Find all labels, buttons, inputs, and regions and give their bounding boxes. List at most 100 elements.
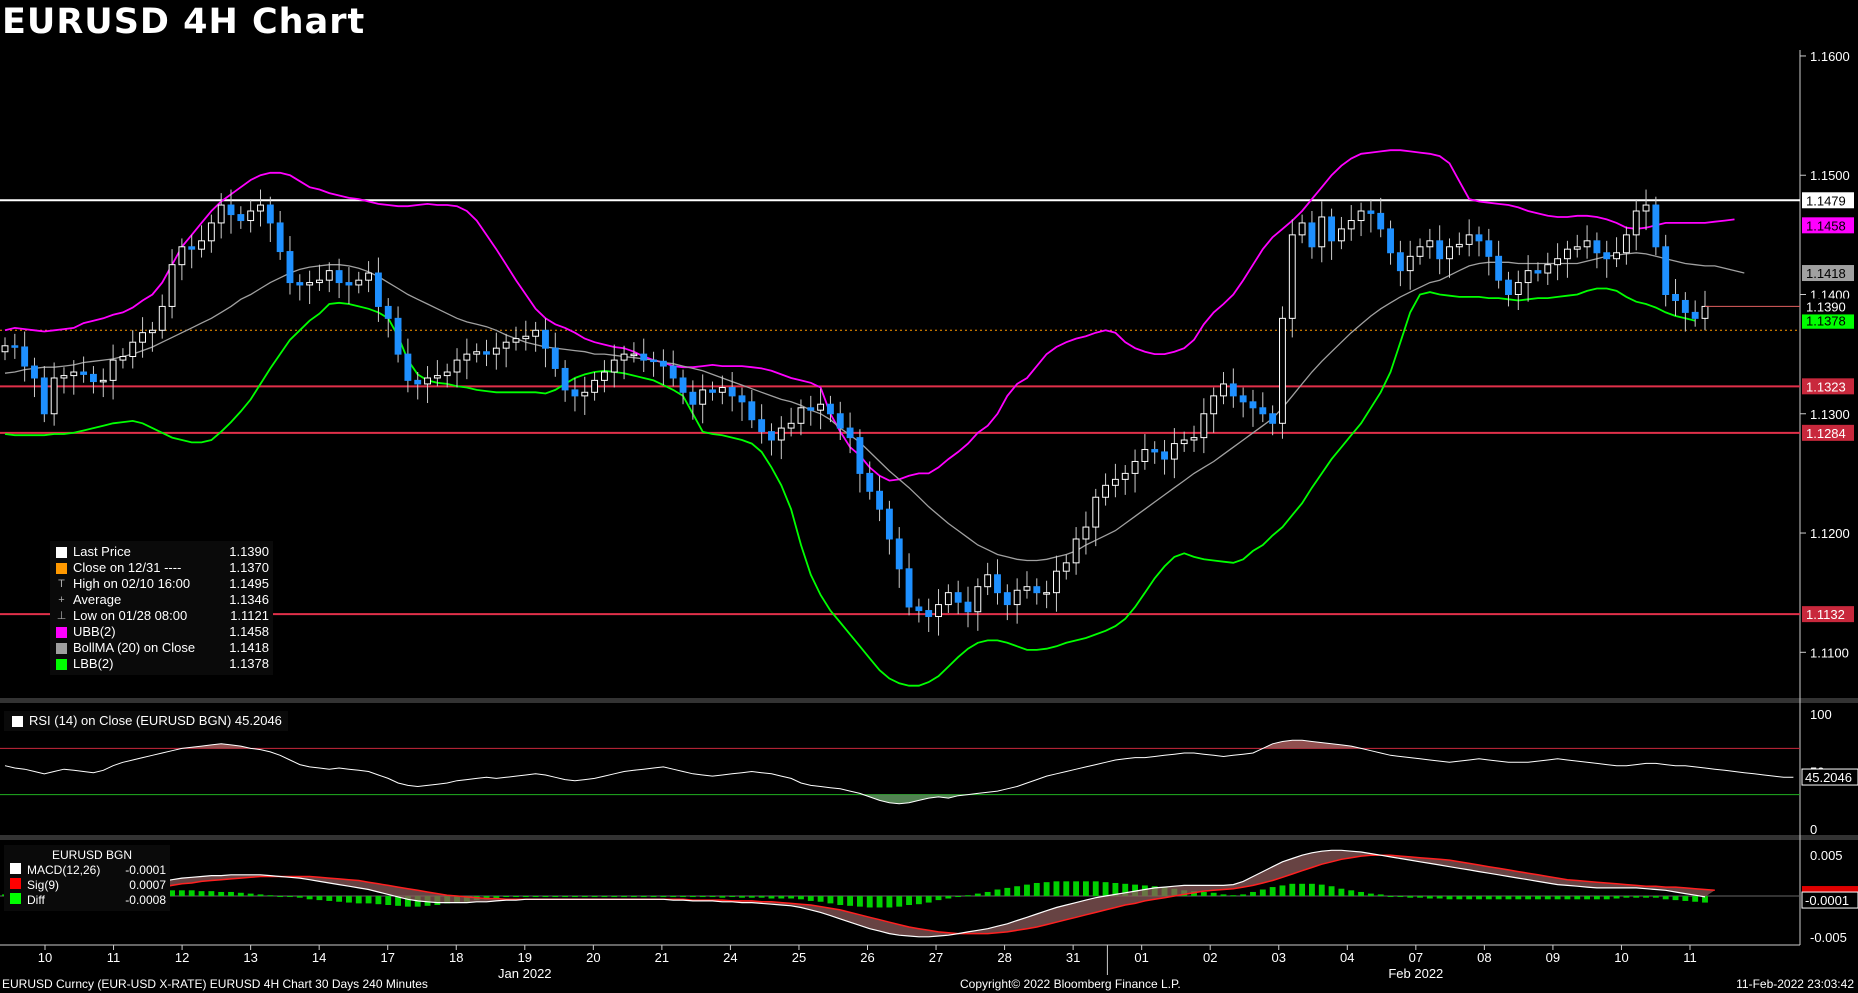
price-panel[interactable] bbox=[0, 149, 1800, 687]
x-tick-label-14: 28 bbox=[997, 950, 1011, 965]
legend-label: Close on 12/31 ---- bbox=[73, 560, 182, 575]
candle-body-152 bbox=[1495, 255, 1503, 281]
legend-row-left: BollMA (20) on Close bbox=[54, 640, 195, 656]
diff-bar-18 bbox=[178, 890, 185, 897]
legend-label: Low on 01/28 08:00 bbox=[73, 608, 188, 623]
candle-body-8 bbox=[80, 371, 88, 375]
price-legend: Last Price 1.1390 Close on 12/31 ---- 1.137… bbox=[50, 541, 273, 675]
macd-legend-label: MACD(12,26) bbox=[27, 863, 101, 877]
band-label-2: 1.1378 bbox=[1806, 314, 1846, 329]
diff-bar-71 bbox=[699, 896, 706, 898]
diff-bar-65 bbox=[640, 896, 647, 898]
rsi-line bbox=[4, 739, 1794, 805]
candle-body-145 bbox=[1426, 240, 1434, 248]
macd-panel[interactable]: 0.0050-0.005-0.0001 bbox=[0, 848, 1858, 945]
candle-body-57 bbox=[561, 367, 569, 391]
candle-body-6 bbox=[60, 375, 68, 379]
diff-bar-159 bbox=[1564, 896, 1571, 900]
diff-bar-103 bbox=[1014, 886, 1021, 897]
candle-body-146 bbox=[1436, 240, 1444, 260]
diff-bar-91 bbox=[896, 896, 903, 907]
candle-body-32 bbox=[316, 279, 323, 284]
diff-bar-60 bbox=[591, 896, 598, 898]
axes: 1.16001.15001.14001.13001.12001.11001.14… bbox=[38, 49, 1854, 981]
candle-body-156 bbox=[1534, 270, 1542, 274]
diff-bar-150 bbox=[1476, 896, 1482, 900]
macd-legend-value: -0.0008 bbox=[125, 893, 166, 907]
macd-legend-row: Sig(9) 0.0007 bbox=[8, 878, 166, 893]
candle-body-150 bbox=[1475, 234, 1483, 242]
legend-row: Close on 12/31 ---- 1.1370 bbox=[54, 560, 269, 576]
candle-body-157 bbox=[1544, 264, 1552, 274]
legend-row-left: ⊥ Low on 01/28 08:00 bbox=[54, 608, 188, 624]
candle-body-120 bbox=[1180, 439, 1188, 445]
candle-body-117 bbox=[1151, 449, 1159, 453]
candle-body-89 bbox=[876, 490, 883, 510]
candle-body-123 bbox=[1210, 395, 1218, 415]
macd-legend-swatch bbox=[10, 893, 21, 904]
diff-bar-127 bbox=[1250, 891, 1256, 897]
diff-bar-69 bbox=[680, 896, 686, 898]
macd-legend-swatch bbox=[10, 878, 21, 889]
rsi-last-label: 45.2046 bbox=[1805, 770, 1852, 785]
diff-bar-132 bbox=[1299, 883, 1306, 897]
candle-body-77 bbox=[758, 419, 766, 433]
candle-body-141 bbox=[1387, 228, 1394, 254]
candle-body-159 bbox=[1563, 248, 1571, 260]
candle-body-18 bbox=[178, 246, 186, 266]
price-tick-label-0: 1.1600 bbox=[1810, 49, 1850, 64]
diff-bar-124 bbox=[1220, 894, 1227, 897]
diff-bar-115 bbox=[1132, 884, 1138, 897]
x-tick-label-13: 27 bbox=[929, 950, 943, 965]
candle-body-47 bbox=[463, 353, 471, 361]
candle-body-125 bbox=[1229, 383, 1237, 397]
diff-bar-141 bbox=[1387, 896, 1394, 898]
candle-body-172 bbox=[1691, 311, 1699, 319]
diff-bar-41 bbox=[404, 896, 411, 907]
candle-body-132 bbox=[1298, 222, 1306, 236]
diff-bar-62 bbox=[611, 896, 618, 898]
candle-body-19 bbox=[188, 246, 196, 250]
candle-body-135 bbox=[1328, 216, 1336, 242]
separator-price-rsi bbox=[0, 698, 1858, 703]
legend-row: T High on 02/10 16:00 1.1495 bbox=[54, 576, 269, 592]
candle-body-104 bbox=[1023, 586, 1031, 591]
diff-bar-52 bbox=[513, 896, 519, 898]
diff-bar-29 bbox=[287, 896, 293, 898]
x-tick-label-3: 13 bbox=[243, 950, 257, 965]
candle-body-103 bbox=[1013, 589, 1021, 606]
macd-line bbox=[5, 849, 1706, 938]
legend-value: 1.1495 bbox=[229, 576, 269, 591]
legend-row: LBB(2) 1.1378 bbox=[54, 656, 269, 672]
x-tick-label-0: 10 bbox=[38, 950, 52, 965]
diff-bar-165 bbox=[1623, 896, 1630, 898]
diff-bar-142 bbox=[1397, 896, 1404, 898]
level-label-2-bg bbox=[1802, 424, 1854, 441]
diff-bar-143 bbox=[1407, 896, 1414, 898]
candle-body-39 bbox=[384, 305, 392, 319]
diff-bar-106 bbox=[1043, 882, 1050, 897]
diff-bar-26 bbox=[257, 894, 264, 897]
diff-bar-162 bbox=[1593, 896, 1600, 900]
diff-bar-35 bbox=[345, 896, 352, 903]
legend-swatch bbox=[56, 642, 67, 654]
diff-bar-56 bbox=[552, 896, 559, 898]
macd-last-bg bbox=[1801, 891, 1858, 909]
candle-body-83 bbox=[817, 403, 825, 411]
legend-value: 1.1390 bbox=[229, 544, 269, 559]
diff-bar-99 bbox=[974, 893, 981, 897]
diff-bar-22 bbox=[218, 891, 225, 897]
rsi-panel[interactable]: 10050045.2046 bbox=[0, 707, 1858, 837]
candle-body-76 bbox=[748, 401, 756, 421]
diff-bar-88 bbox=[866, 896, 873, 908]
diff-bar-78 bbox=[768, 896, 775, 899]
candle-body-112 bbox=[1102, 484, 1110, 498]
diff-bar-148 bbox=[1456, 896, 1463, 900]
diff-bar-109 bbox=[1073, 881, 1080, 897]
macd-tick-label-0: 0.005 bbox=[1810, 848, 1843, 863]
diff-bar-96 bbox=[945, 896, 952, 899]
legend-label: Average bbox=[73, 592, 122, 607]
macd-legend-value: 0.0007 bbox=[129, 878, 166, 892]
diff-bar-73 bbox=[719, 896, 726, 898]
